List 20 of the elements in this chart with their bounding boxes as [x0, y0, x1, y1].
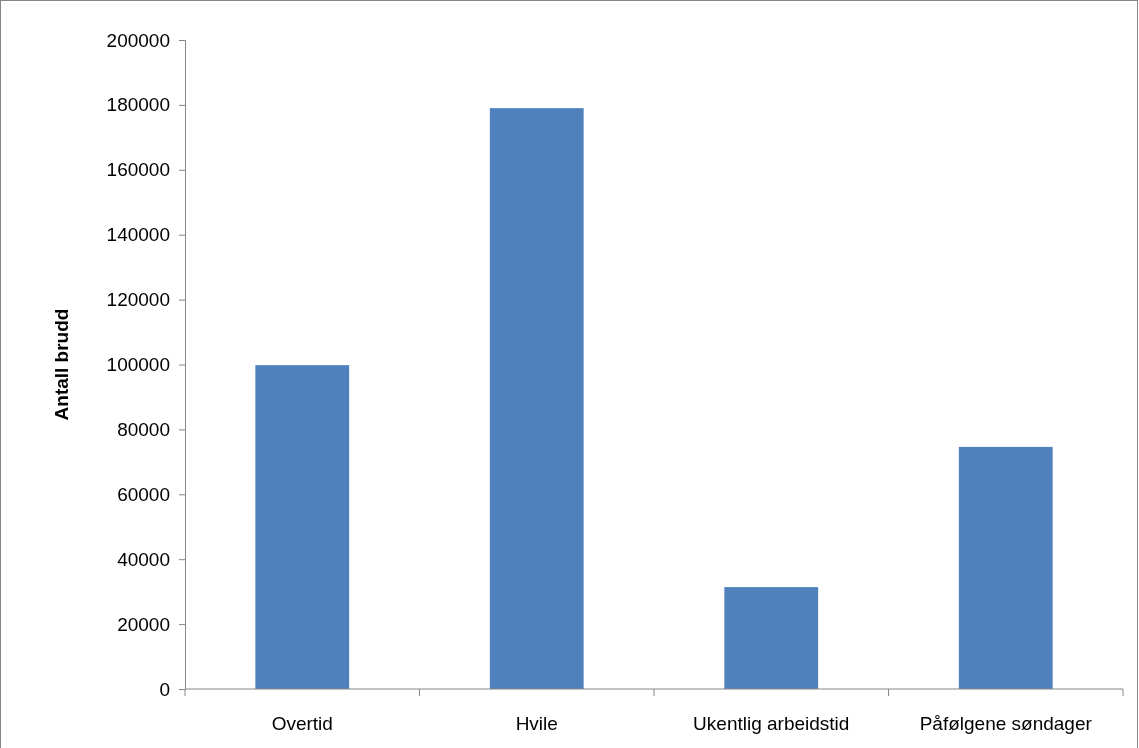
x-tick-label: Overtid — [271, 713, 333, 734]
y-tick-label: 20000 — [117, 613, 170, 635]
bar — [255, 365, 350, 689]
y-tick-label: 200000 — [106, 29, 170, 51]
x-tick-label: Påfølgene søndager — [919, 713, 1093, 734]
bar — [724, 587, 819, 689]
y-tick-label: 40000 — [117, 548, 170, 570]
x-tick-label: Ukentlig arbeidstid — [693, 713, 850, 734]
y-tick-label: 120000 — [106, 289, 170, 311]
y-tick-label: 180000 — [106, 94, 170, 116]
y-tick-label: 0 — [159, 678, 170, 700]
bar — [489, 108, 584, 689]
y-tick-label: 80000 — [117, 418, 170, 440]
y-tick-label: 100000 — [106, 354, 170, 376]
y-tick-label: 160000 — [106, 159, 170, 181]
bar — [958, 446, 1053, 689]
x-tick-label: Hvile — [515, 713, 558, 734]
y-axis-title: Antall brudd — [51, 308, 72, 421]
y-tick-label: 60000 — [117, 483, 170, 505]
y-tick-label: 140000 — [106, 224, 170, 246]
